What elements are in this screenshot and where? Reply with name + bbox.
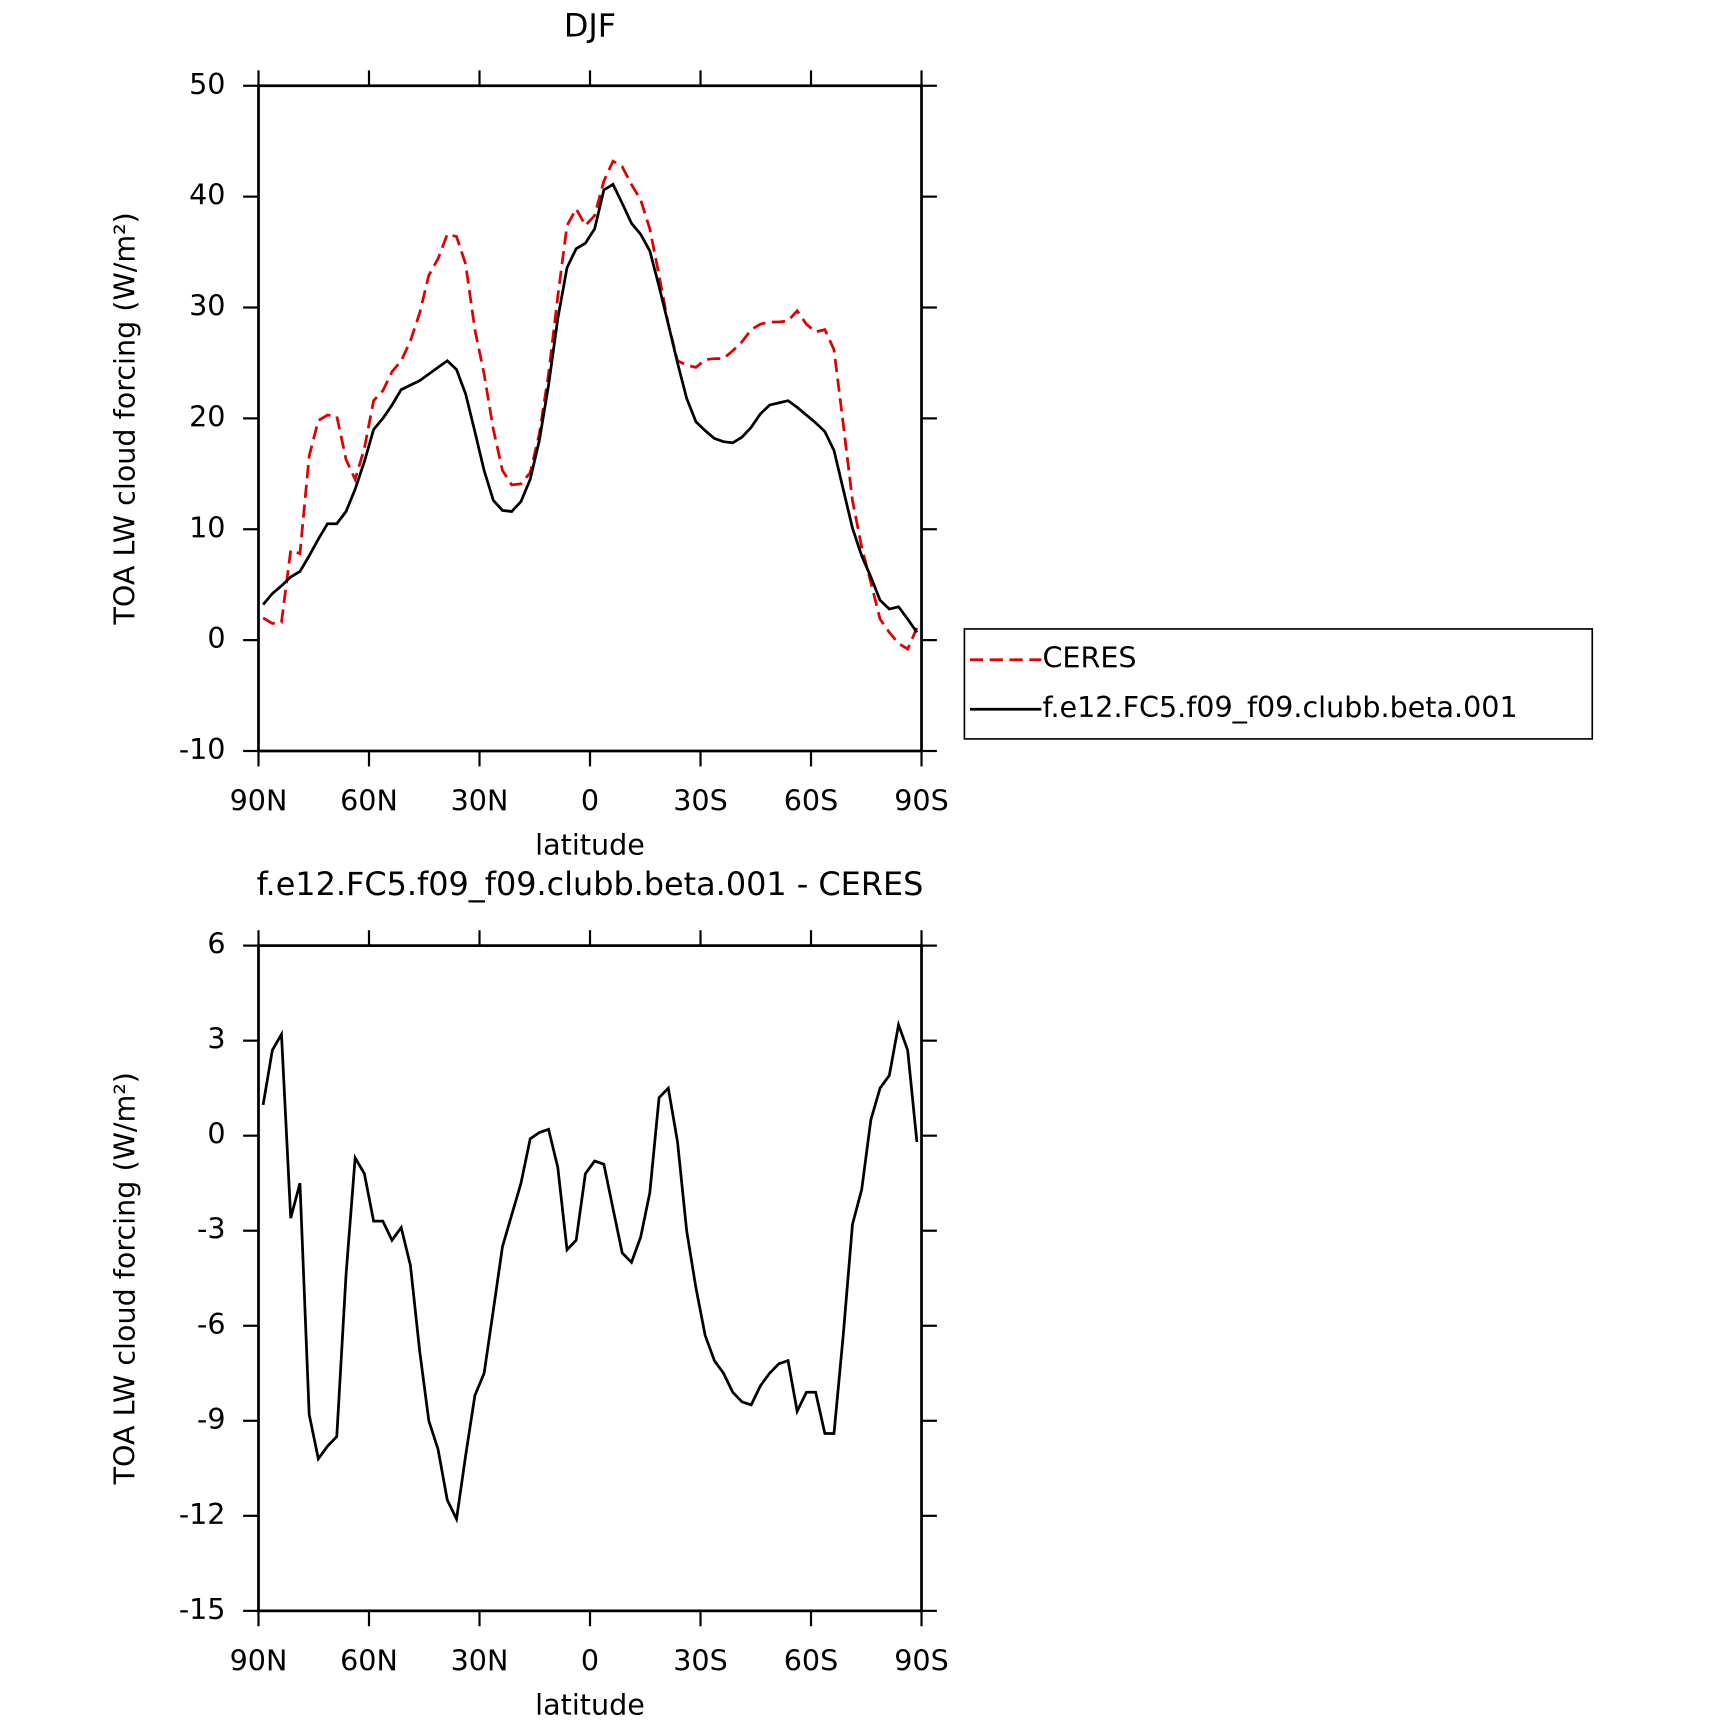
y-tick-label: 3 [207, 1022, 225, 1056]
y-tick-label: -3 [197, 1212, 226, 1246]
x-tick-label: 60S [784, 784, 839, 818]
y-tick-label: 40 [189, 178, 225, 212]
plot-frame [257, 944, 923, 1613]
data-line [261, 1019, 919, 1524]
x-tick-label: 0 [581, 1644, 599, 1678]
legend-label: CERES [1042, 641, 1136, 675]
data-line [262, 159, 919, 651]
y-tick-label: -10 [179, 732, 226, 766]
y-tick-label: 0 [207, 621, 225, 655]
y-tick-label: 50 [189, 67, 225, 101]
x-tick-label: 30N [451, 1644, 509, 1678]
x-tick-label: 30S [673, 784, 728, 818]
plot-frame [257, 84, 923, 753]
y-tick-label: -12 [179, 1497, 226, 1531]
x-axis-title: latitude [535, 1688, 645, 1722]
x-tick-label: 30S [673, 1644, 728, 1678]
x-tick-label: 30N [451, 784, 509, 818]
chart-title: f.e12.FC5.f09_f09.clubb.beta.001 - CERES [257, 865, 924, 903]
x-tick-label: 60S [784, 1644, 839, 1678]
x-tick-label: 0 [581, 784, 599, 818]
y-tick-label: 30 [189, 289, 225, 323]
legend-label: f.e12.FC5.f09_f09.clubb.beta.001 [1042, 690, 1517, 724]
x-axis-title: latitude [535, 828, 645, 862]
x-tick-label: 60N [340, 1644, 398, 1678]
y-tick-label: -9 [197, 1402, 226, 1436]
y-tick-label: 20 [189, 399, 225, 433]
legend-box [963, 628, 1594, 740]
x-tick-label: 90S [894, 784, 949, 818]
x-tick-label: 90N [230, 784, 288, 818]
x-tick-label: 90S [894, 1644, 949, 1678]
chart-title: DJF [564, 6, 616, 44]
y-tick-label: -15 [179, 1592, 226, 1626]
y-axis-title: TOA LW cloud forcing (W/m²) [108, 1072, 142, 1485]
x-tick-label: 90N [230, 1644, 288, 1678]
y-axis-title: TOA LW cloud forcing (W/m²) [108, 212, 142, 625]
y-tick-label: -6 [197, 1307, 226, 1341]
y-tick-label: 0 [207, 1117, 225, 1151]
data-line [262, 182, 919, 634]
x-tick-label: 60N [340, 784, 398, 818]
y-tick-label: 6 [207, 927, 225, 961]
y-tick-label: 10 [189, 510, 225, 544]
